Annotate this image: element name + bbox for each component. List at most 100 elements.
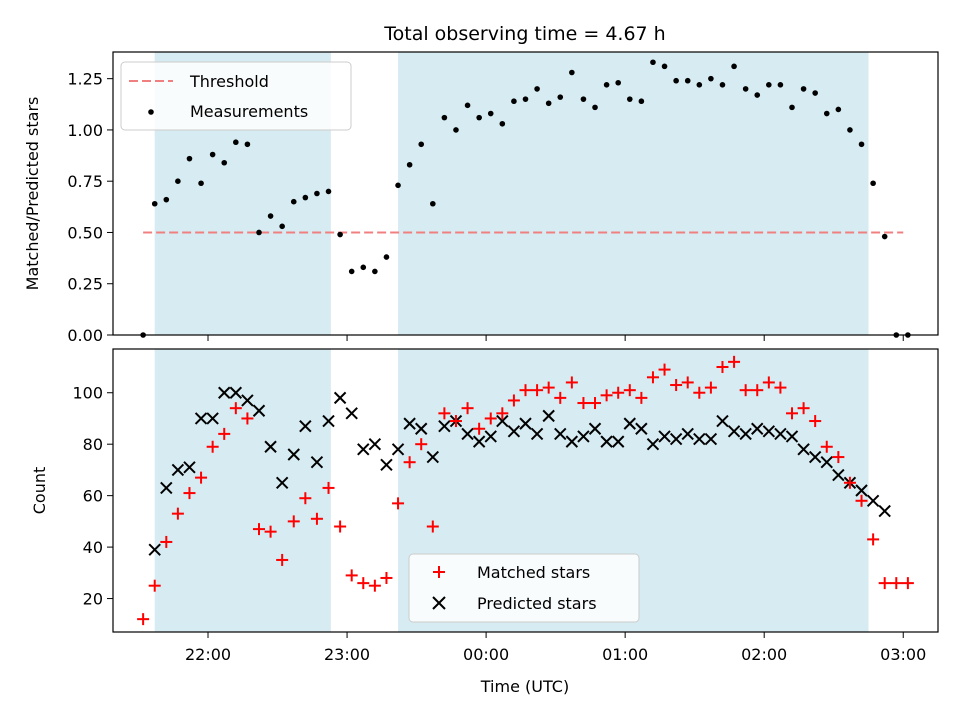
predicted-star-point <box>252 404 266 417</box>
matched-star-point <box>843 476 856 489</box>
matched-star-point <box>171 507 184 520</box>
matched-star-point <box>728 355 741 368</box>
predicted-star-point <box>658 430 671 443</box>
matched-star-point <box>357 577 370 590</box>
matched-star-point <box>589 397 602 410</box>
matched-star-point <box>137 613 150 626</box>
matched-star-point <box>160 535 173 548</box>
matched-star-point <box>206 440 219 453</box>
matched-star-point <box>241 412 254 425</box>
predicted-star-point <box>218 386 231 399</box>
matched-star-point <box>473 422 486 435</box>
xtick-label: 01:00 <box>602 645 648 664</box>
measurement-point <box>661 63 668 70</box>
matched-star-point <box>334 520 347 533</box>
predicted-star-point <box>171 463 185 477</box>
measurement-point <box>823 110 830 117</box>
predicted-star-point <box>554 427 567 441</box>
matched-star-point <box>345 569 358 582</box>
matched-star-point <box>554 391 567 404</box>
legend-matched-swatch <box>433 566 445 578</box>
measurement-point <box>731 63 737 70</box>
predicted-star-point <box>183 461 196 474</box>
predicted-star-point <box>229 386 243 399</box>
top-ytick-label: 0.75 <box>67 172 103 191</box>
predicted-star-point <box>774 427 787 441</box>
predicted-star-point <box>866 494 880 507</box>
matched-star-point <box>252 523 265 536</box>
predicted-star-point <box>426 450 440 464</box>
xtick-label: 00:00 <box>463 645 509 664</box>
measurement-point <box>383 254 390 260</box>
xtick-label: 23:00 <box>324 645 370 664</box>
predicted-star-point <box>415 422 428 435</box>
measurement-point <box>592 104 598 111</box>
predicted-star-point <box>855 484 868 497</box>
predicted-star-point <box>635 422 648 435</box>
measurement-point <box>511 98 517 105</box>
predicted-star-point <box>565 435 579 448</box>
measurement-point <box>163 196 170 203</box>
matched-star-point <box>392 497 405 510</box>
matched-star-point <box>438 407 451 420</box>
predicted-star-point <box>751 422 764 435</box>
measurement-point <box>650 59 656 66</box>
measurement-point <box>290 198 297 205</box>
matched-star-point <box>449 415 462 428</box>
measurement-point <box>870 180 876 187</box>
xtick-label: 22:00 <box>185 645 231 664</box>
predicted-star-point <box>194 412 208 425</box>
predicted-star-point <box>160 481 173 495</box>
predicted-star-point <box>542 409 555 423</box>
measurement-point <box>175 178 181 184</box>
predicted-star-point <box>611 435 625 448</box>
measurement-point <box>395 182 401 189</box>
measurement-point <box>198 180 204 187</box>
measurement-point <box>696 82 703 88</box>
matched-star-point <box>148 579 161 592</box>
top-legend-box <box>120 61 352 131</box>
matched-star-point <box>484 412 497 425</box>
matched-star-point <box>403 456 416 469</box>
xtick-label: 03:00 <box>880 645 926 664</box>
matched-star-point <box>797 402 810 415</box>
measurement-point <box>325 188 332 195</box>
matched-star-point <box>218 427 231 440</box>
bottom-ytick-label: 80 <box>83 435 103 454</box>
matched-star-point <box>276 553 289 566</box>
top-frame <box>112 51 939 336</box>
matched-star-point <box>287 515 300 528</box>
matched-star-point <box>693 386 706 399</box>
measurement-point <box>708 75 714 82</box>
measurement-point <box>348 268 355 275</box>
predicted-star-point <box>380 458 393 471</box>
measurement-point <box>453 127 459 133</box>
xtick-label: 02:00 <box>741 645 787 664</box>
matched-star-point <box>380 571 393 584</box>
measurement-point <box>267 213 274 219</box>
matched-star-point <box>229 402 242 415</box>
predicted-star-point <box>820 455 833 469</box>
measurement-point <box>766 82 772 88</box>
measurement-point <box>847 127 853 133</box>
bottom-ytick-label: 100 <box>72 384 103 403</box>
matched-star-point <box>531 384 544 397</box>
matched-star-point <box>855 494 868 507</box>
matched-star-point <box>623 384 636 397</box>
top-ytick-label: 1.00 <box>67 121 103 140</box>
x-axis-label: Time (UTC) <box>480 677 569 696</box>
measurement-point <box>499 120 506 127</box>
legend-measurement-swatch <box>148 109 154 115</box>
measurement-point <box>487 110 494 117</box>
bottom-legend: Matched stars Predicted stars <box>408 553 640 623</box>
measurement-point <box>406 161 413 168</box>
measurement-point <box>580 96 587 102</box>
matched-star-point <box>681 376 694 389</box>
predicted-star-point <box>832 468 845 482</box>
top-ytick-label: 0.25 <box>67 275 103 294</box>
measurement-point <box>881 233 888 240</box>
matched-star-point <box>183 487 196 500</box>
bottom-ytick-label: 60 <box>83 487 103 506</box>
predicted-star-point <box>762 425 776 438</box>
measurement-point <box>209 151 216 158</box>
